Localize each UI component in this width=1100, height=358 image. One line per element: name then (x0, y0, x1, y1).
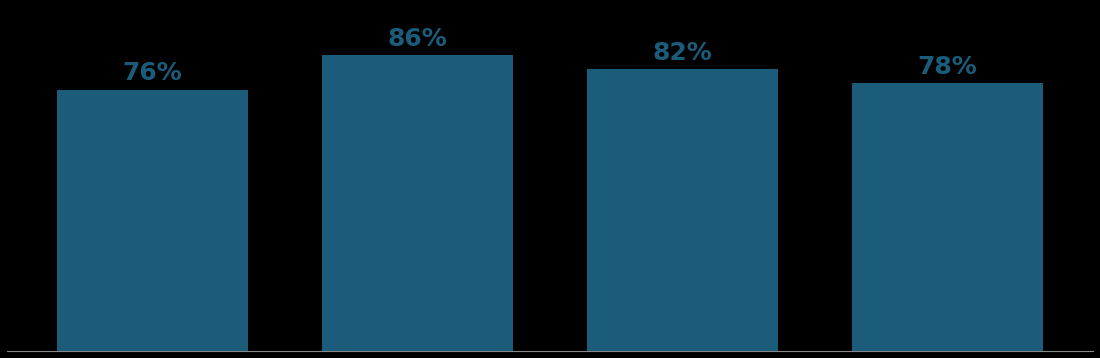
Bar (587, 69, 778, 351)
Text: 78%: 78% (917, 54, 977, 78)
Bar (322, 55, 513, 351)
Text: 82%: 82% (652, 41, 713, 65)
Bar (852, 83, 1043, 351)
Text: 86%: 86% (387, 27, 448, 51)
Bar (57, 90, 248, 351)
Text: 76%: 76% (123, 62, 183, 86)
